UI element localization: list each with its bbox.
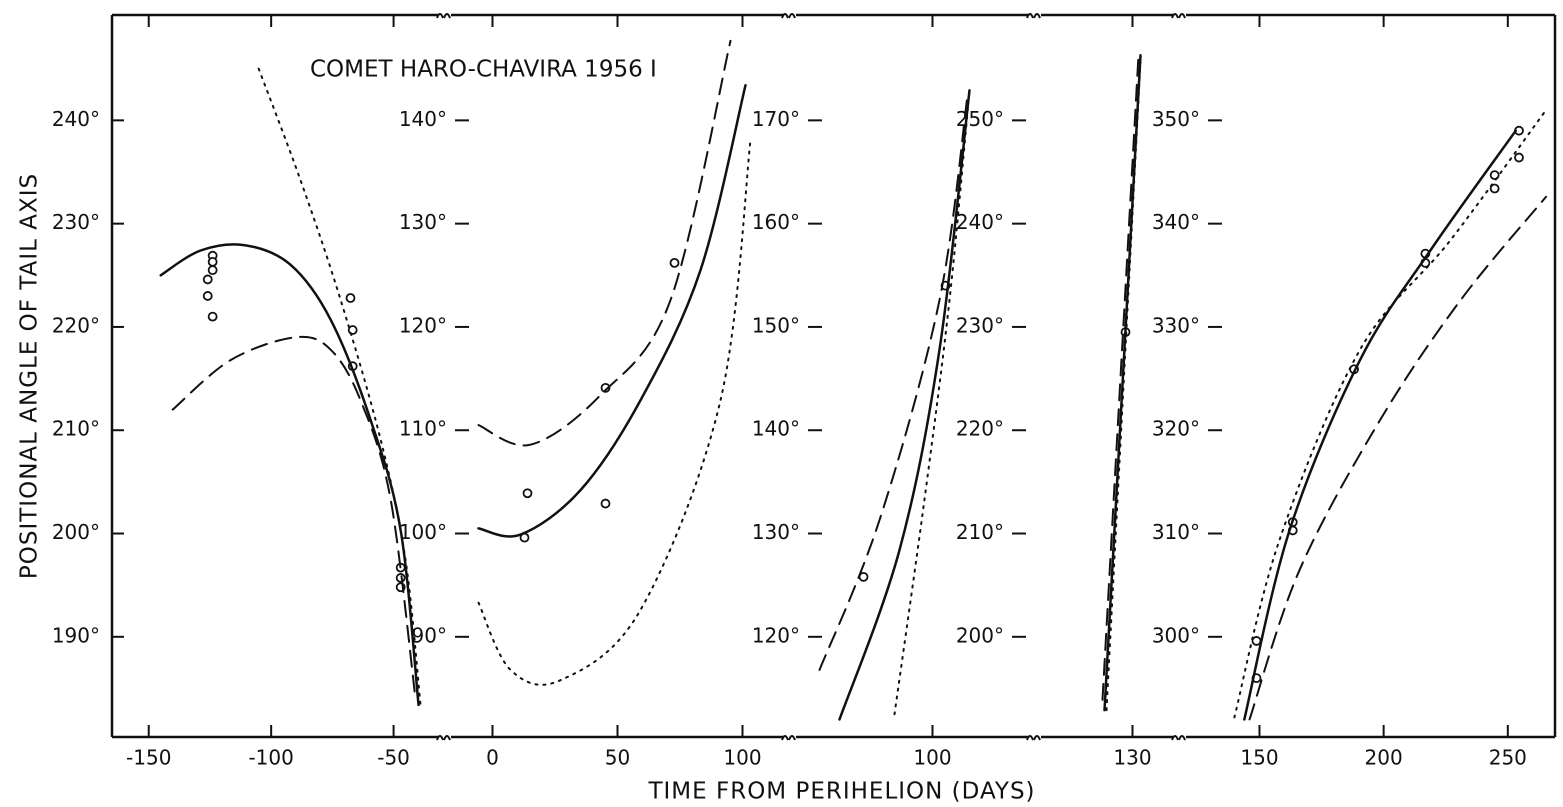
curve-solid [838,89,971,721]
y-tick-label: 220° [52,313,100,337]
y-tick-label: 300° [1152,623,1200,647]
axis-break [436,13,451,19]
y-tick-label: 120° [399,313,447,337]
observation [347,325,358,335]
y-tick-label: 150° [752,313,800,337]
y-tick-label: 350° [1152,107,1200,131]
y-tick-label: 200° [956,623,1004,647]
observation [1251,636,1262,646]
axis-break [436,735,451,741]
curve-dashed [171,335,417,701]
observation [207,256,218,267]
y-tick-label: 160° [752,210,800,234]
curve-dashed [1101,54,1140,701]
y-tick-label: 130° [399,210,447,234]
observation [669,257,680,268]
x-tick-label: 130 [1113,746,1151,770]
y-tick-label: 320° [1152,417,1200,441]
observation [207,311,218,322]
observation [1514,152,1524,163]
y-tick-label: 310° [1152,520,1200,544]
axis-break [781,13,796,19]
curve-dashed [477,39,732,447]
curve-dotted [1233,109,1548,719]
y-tick-label: 230° [956,313,1004,337]
x-tick-label: 150 [1240,746,1278,770]
observation [395,573,406,583]
y-tick-label: 140° [399,107,447,131]
curve-dotted [893,89,971,716]
y-tick-label: 210° [956,520,1004,544]
y-tick-label: 240° [956,210,1004,234]
y-tick-label: 340° [1152,210,1200,234]
observation [202,274,213,285]
y-tick-label: 130° [752,520,800,544]
y-tick-label: 330° [1152,313,1200,337]
axis-break [1171,735,1186,741]
curve-dotted [477,138,752,686]
x-tick-label: 250 [1489,746,1527,770]
y-tick-label: 110° [399,417,447,441]
observation [1489,183,1500,194]
y-tick-label: 200° [52,520,100,544]
y-tick-label: 90° [412,623,447,647]
y-tick-label: 240° [52,107,100,131]
x-tick-label: 0 [486,746,499,770]
axis-break [1026,735,1041,741]
curve-solid [159,243,420,707]
x-axis-label: TIME FROM PERIHELION (DAYS) [647,779,1035,805]
y-tick-label: 220° [956,417,1004,441]
observation [600,498,611,509]
y-axis-label: POSITIONAL ANGLE OF TAIL AXIS [17,173,43,579]
x-tick-label: 200 [1365,746,1403,770]
y-tick-label: 210° [52,417,100,441]
observation [522,488,533,499]
y-tick-label: 230° [52,210,100,234]
curve-solid [477,83,747,538]
curve-solid [1243,129,1518,721]
axis-break [781,735,796,741]
observation [207,265,218,276]
chart-title: COMET HARO-CHAVIRA 1956 I [310,57,657,83]
observation [202,291,213,301]
y-tick-label: 170° [752,107,800,131]
y-tick-label: 120° [752,623,800,647]
curve-dotted [257,67,422,706]
curve-solid [1103,54,1142,712]
x-tick-label: -100 [248,746,293,770]
x-tick-label: 50 [605,746,630,770]
axis-break [1026,13,1041,19]
y-tick-label: 250° [956,107,1004,131]
axis-break [1171,13,1186,19]
x-tick-label: -150 [126,746,171,770]
x-tick-label: -50 [377,746,410,770]
curve-dashed [1248,195,1548,721]
y-tick-label: 140° [752,417,800,441]
x-tick-label: 100 [723,746,761,770]
y-tick-label: 100° [399,520,447,544]
y-tick-label: 190° [52,623,100,647]
observation [345,293,356,303]
x-tick-label: 100 [913,746,951,770]
observation [600,382,611,393]
curve-dashed [818,94,969,671]
